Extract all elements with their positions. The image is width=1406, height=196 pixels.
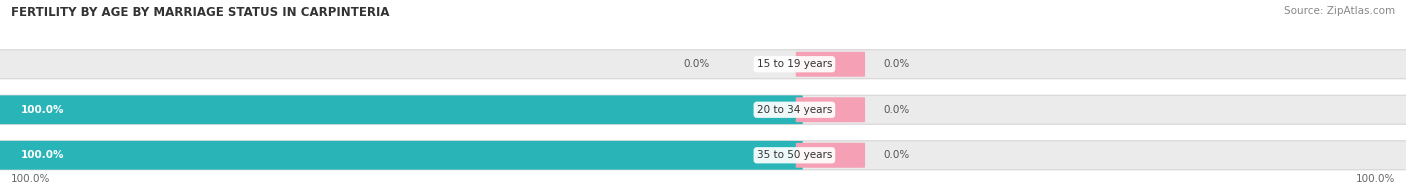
- Text: 0.0%: 0.0%: [683, 59, 710, 69]
- FancyBboxPatch shape: [0, 141, 803, 170]
- Text: 100.0%: 100.0%: [21, 105, 65, 115]
- FancyBboxPatch shape: [0, 141, 1406, 170]
- FancyBboxPatch shape: [0, 50, 1406, 79]
- Text: Source: ZipAtlas.com: Source: ZipAtlas.com: [1284, 6, 1395, 16]
- Text: FERTILITY BY AGE BY MARRIAGE STATUS IN CARPINTERIA: FERTILITY BY AGE BY MARRIAGE STATUS IN C…: [11, 6, 389, 19]
- Text: 0.0%: 0.0%: [883, 59, 910, 69]
- FancyBboxPatch shape: [796, 143, 865, 168]
- Text: 0.0%: 0.0%: [883, 105, 910, 115]
- Text: 15 to 19 years: 15 to 19 years: [756, 59, 832, 69]
- Text: 100.0%: 100.0%: [21, 150, 65, 160]
- FancyBboxPatch shape: [796, 97, 865, 122]
- Text: 100.0%: 100.0%: [11, 174, 51, 184]
- Text: 100.0%: 100.0%: [1355, 174, 1395, 184]
- Text: 20 to 34 years: 20 to 34 years: [756, 105, 832, 115]
- FancyBboxPatch shape: [796, 52, 865, 77]
- FancyBboxPatch shape: [0, 95, 1406, 124]
- Text: 35 to 50 years: 35 to 50 years: [756, 150, 832, 160]
- Text: 0.0%: 0.0%: [883, 150, 910, 160]
- FancyBboxPatch shape: [0, 95, 803, 124]
